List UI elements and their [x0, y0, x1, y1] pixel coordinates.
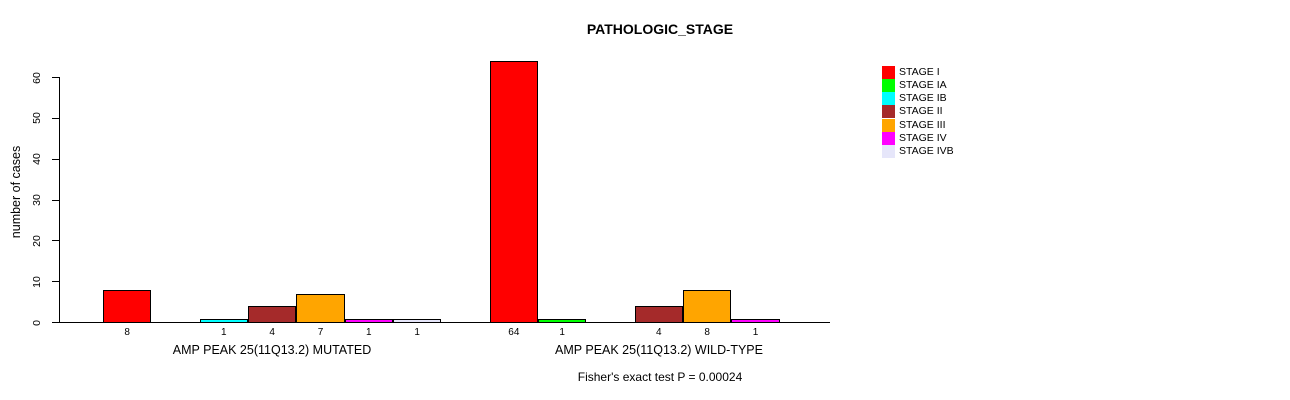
y-tick-label: 20: [31, 235, 43, 247]
group-label-mutated: AMP PEAK 25(11Q13.2) MUTATED: [172, 343, 372, 357]
legend-label: STAGE IV: [899, 131, 947, 144]
y-tick-label: 0: [31, 319, 43, 326]
y-tick-label: 40: [31, 153, 43, 166]
legend-label: STAGE IVB: [899, 144, 954, 157]
y-tick-label: 10: [31, 275, 43, 288]
legend-label: STAGE IA: [899, 79, 947, 92]
legend-row: STAGE II: [882, 105, 954, 119]
legend-color-swatch: [882, 92, 895, 106]
legend-row: STAGE IB: [882, 92, 954, 106]
legend-label: STAGE II: [899, 105, 943, 118]
legend-color-swatch: [882, 79, 895, 93]
y-axis-tick: [52, 77, 59, 79]
y-axis-tick: [52, 281, 59, 283]
legend-row: STAGE I: [882, 66, 954, 80]
x-axis-line: [59, 322, 830, 323]
bar-value-label: 1: [414, 327, 420, 338]
bar-value-label: 8: [704, 327, 710, 338]
legend-row: STAGE IV: [882, 131, 954, 145]
y-axis-tick: [52, 322, 59, 324]
legend-row: STAGE IVB: [882, 144, 954, 158]
y-axis-tick: [52, 117, 59, 119]
legend-color-swatch: [882, 66, 895, 80]
legend-color-swatch: [882, 131, 895, 145]
group-label-wild-type: AMP PEAK 25(11Q13.2) WILD-TYPE: [555, 343, 763, 357]
bar: [489, 61, 538, 323]
legend-color-swatch: [882, 144, 895, 158]
bar: [103, 289, 152, 323]
bar-value-label: 7: [317, 327, 324, 338]
legend-color-swatch: [882, 118, 895, 132]
bar-value-label: 1: [221, 327, 227, 338]
bar: [392, 318, 442, 323]
y-tick-label: 60: [31, 71, 43, 84]
bar-value-label: 1: [752, 327, 759, 338]
bar-value-label: 1: [366, 327, 372, 338]
legend-label: STAGE I: [899, 66, 940, 79]
bar: [634, 306, 683, 323]
bar: [296, 294, 345, 323]
y-axis-tick: [52, 240, 59, 242]
bar-value-label: 4: [656, 327, 662, 338]
y-tick-label: 50: [31, 112, 43, 125]
bar-value-label: 8: [124, 327, 130, 338]
y-axis-tick: [52, 158, 59, 160]
legend-label: STAGE IB: [899, 92, 947, 105]
bar: [538, 318, 587, 323]
legend-color-swatch: [882, 105, 895, 119]
y-axis-line: [59, 77, 60, 323]
bar-value-label: 64: [508, 327, 520, 338]
fisher-test-annotation: Fisher's exact test P = 0.00024: [577, 370, 743, 384]
chart-title: PATHOLOGIC_STAGE: [586, 21, 734, 37]
bar: [247, 306, 297, 323]
y-axis-tick: [52, 199, 59, 201]
legend: STAGE I STAGE IA STAGE IB STAGE II STAGE III…: [882, 66, 954, 158]
bar: [344, 318, 393, 323]
bar-value-label: 4: [269, 327, 275, 338]
legend-row: STAGE IA: [882, 79, 954, 93]
bar: [199, 318, 248, 323]
legend-row: STAGE III: [882, 118, 954, 132]
legend-label: STAGE III: [899, 118, 946, 131]
y-axis-label: number of cases: [9, 145, 23, 239]
bar: [731, 318, 780, 323]
y-tick-label: 30: [31, 194, 43, 206]
bar: [683, 289, 732, 323]
bar-value-label: 1: [559, 327, 565, 338]
